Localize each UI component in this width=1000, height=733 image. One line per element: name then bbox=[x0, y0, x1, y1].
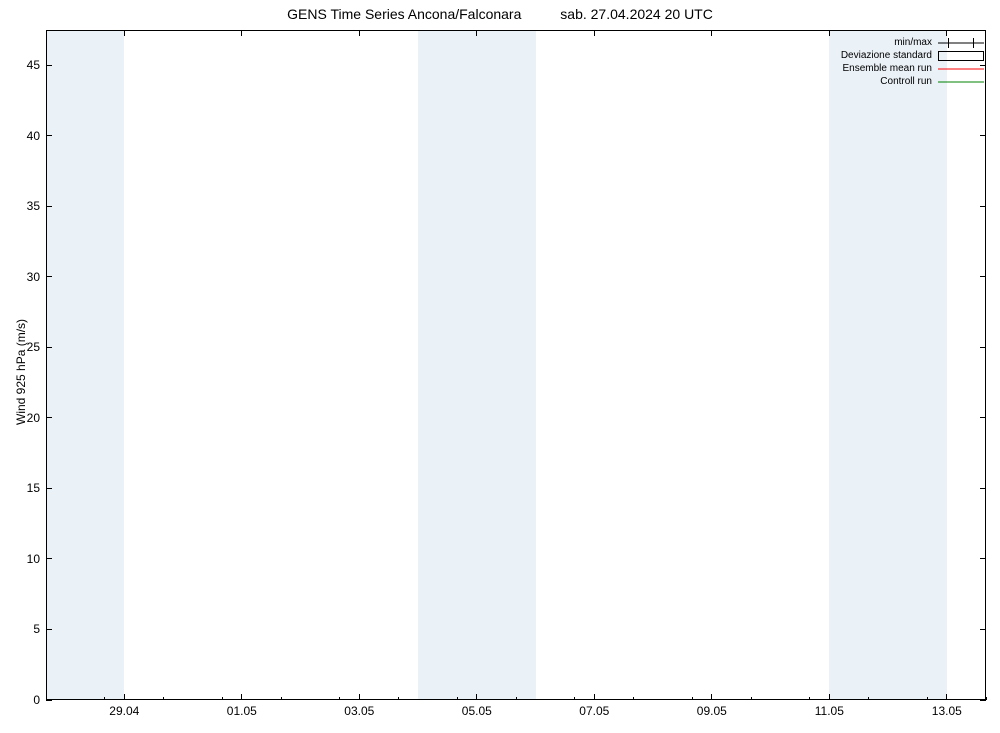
x-tick-label: 09.05 bbox=[697, 704, 727, 718]
legend-label: Controll run bbox=[880, 76, 932, 87]
legend-item: Controll run bbox=[841, 75, 984, 88]
x-minor-tick bbox=[222, 697, 223, 700]
y-tick bbox=[980, 206, 986, 207]
y-tick bbox=[46, 700, 52, 701]
legend-swatch bbox=[938, 51, 984, 61]
x-minor-tick bbox=[633, 697, 634, 700]
x-tick bbox=[711, 30, 712, 36]
x-tick-label: 29.04 bbox=[109, 704, 139, 718]
x-tick bbox=[241, 694, 242, 700]
y-tick-label: 45 bbox=[12, 58, 40, 72]
chart-title: GENS Time Series Ancona/Falconara sab. 2… bbox=[0, 6, 1000, 22]
y-tick bbox=[46, 135, 52, 136]
x-tick bbox=[359, 30, 360, 36]
y-tick bbox=[46, 347, 52, 348]
x-tick bbox=[829, 694, 830, 700]
chart-container: { "title_left": "GENS Time Series Ancona… bbox=[0, 0, 1000, 733]
x-tick-label: 03.05 bbox=[344, 704, 374, 718]
x-tick bbox=[829, 30, 830, 36]
legend-label: Deviazione standard bbox=[841, 50, 932, 61]
x-minor-tick bbox=[809, 697, 810, 700]
x-minor-tick bbox=[927, 697, 928, 700]
x-tick bbox=[359, 694, 360, 700]
x-tick bbox=[124, 30, 125, 36]
y-tick bbox=[46, 629, 52, 630]
legend: min/max Deviazione standard Ensemble mean … bbox=[841, 36, 984, 88]
x-tick-label: 01.05 bbox=[227, 704, 257, 718]
x-tick-label: 07.05 bbox=[579, 704, 609, 718]
x-minor-tick bbox=[692, 697, 693, 700]
x-tick bbox=[946, 694, 947, 700]
weekend-band bbox=[418, 30, 536, 700]
y-tick-label: 35 bbox=[12, 199, 40, 213]
x-tick bbox=[711, 694, 712, 700]
y-tick-label: 25 bbox=[12, 340, 40, 354]
x-tick bbox=[476, 30, 477, 36]
legend-swatch bbox=[938, 38, 984, 48]
y-axis-label: Wind 925 hPa (m/s) bbox=[14, 319, 28, 425]
legend-swatch bbox=[938, 64, 984, 74]
legend-item: Deviazione standard bbox=[841, 49, 984, 62]
y-tick-label: 15 bbox=[12, 481, 40, 495]
y-tick bbox=[46, 417, 52, 418]
legend-swatch bbox=[938, 77, 984, 87]
legend-item: min/max bbox=[841, 36, 984, 49]
x-minor-tick bbox=[457, 697, 458, 700]
x-tick-label: 05.05 bbox=[462, 704, 492, 718]
y-tick bbox=[980, 488, 986, 489]
y-tick bbox=[46, 276, 52, 277]
x-minor-tick bbox=[574, 697, 575, 700]
x-tick bbox=[476, 694, 477, 700]
y-tick bbox=[46, 206, 52, 207]
x-minor-tick bbox=[986, 697, 987, 700]
weekend-band bbox=[829, 30, 947, 700]
y-tick bbox=[980, 558, 986, 559]
x-tick bbox=[124, 694, 125, 700]
legend-item: Ensemble mean run bbox=[841, 62, 984, 75]
chart-title-right: sab. 27.04.2024 20 UTC bbox=[560, 6, 713, 22]
y-tick-label: 10 bbox=[12, 552, 40, 566]
y-tick-label: 40 bbox=[12, 129, 40, 143]
x-minor-tick bbox=[868, 697, 869, 700]
y-tick bbox=[46, 558, 52, 559]
x-tick bbox=[594, 30, 595, 36]
chart-title-left: GENS Time Series Ancona/Falconara bbox=[287, 6, 521, 22]
y-tick-label: 0 bbox=[12, 693, 40, 707]
y-tick bbox=[980, 629, 986, 630]
x-minor-tick bbox=[104, 697, 105, 700]
x-minor-tick bbox=[281, 697, 282, 700]
weekend-band bbox=[46, 30, 124, 700]
y-tick bbox=[980, 276, 986, 277]
x-minor-tick bbox=[163, 697, 164, 700]
y-tick bbox=[46, 65, 52, 66]
x-tick-label: 13.05 bbox=[932, 704, 962, 718]
x-minor-tick bbox=[339, 697, 340, 700]
x-minor-tick bbox=[398, 697, 399, 700]
legend-label: min/max bbox=[894, 37, 932, 48]
y-tick bbox=[980, 135, 986, 136]
x-minor-tick bbox=[751, 697, 752, 700]
y-tick bbox=[980, 417, 986, 418]
y-tick bbox=[46, 488, 52, 489]
y-tick-label: 20 bbox=[12, 411, 40, 425]
x-minor-tick bbox=[516, 697, 517, 700]
axis-line bbox=[46, 30, 47, 700]
plot-area bbox=[46, 30, 986, 700]
axis-line bbox=[46, 30, 986, 31]
axis-line bbox=[985, 30, 986, 700]
x-tick-label: 11.05 bbox=[815, 704, 844, 718]
y-tick-label: 30 bbox=[12, 270, 40, 284]
x-tick bbox=[594, 694, 595, 700]
x-minor-tick bbox=[46, 697, 47, 700]
legend-label: Ensemble mean run bbox=[843, 63, 933, 74]
y-tick bbox=[980, 347, 986, 348]
y-tick-label: 5 bbox=[12, 622, 40, 636]
x-tick bbox=[241, 30, 242, 36]
